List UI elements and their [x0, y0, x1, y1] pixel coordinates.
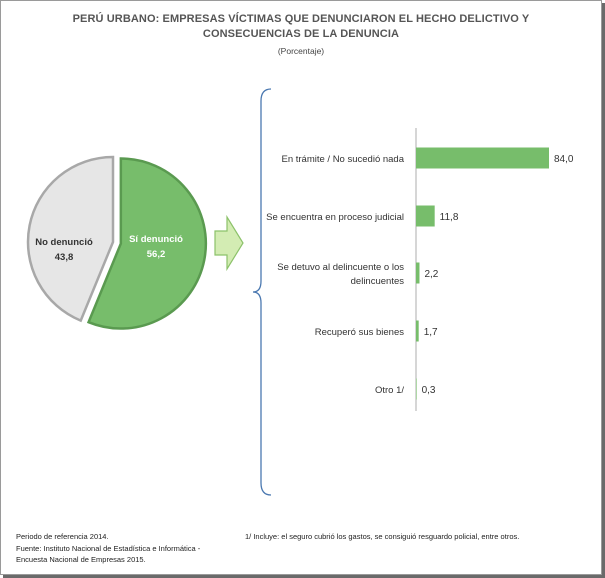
chart-title-line1: PERÚ URBANO: EMPRESAS VÍCTIMAS QUE DENUN… — [72, 13, 530, 25]
chart-canvas: Sí denunció 56,2 No denunció 43,8 84,0 En trá… — [26, 88, 574, 496]
footer-period: Periodo de referencia 2014. — [16, 532, 109, 541]
bar-value-4: 0,3 — [422, 385, 436, 396]
bracket-brace — [252, 88, 272, 496]
bar-category-2-line-1: delincuentes — [351, 276, 405, 287]
bar-value-3: 1,7 — [424, 327, 438, 338]
bar-value-0: 84,0 — [554, 154, 574, 165]
bar-4 — [416, 378, 417, 400]
pie-value-si: 56,2 — [147, 249, 166, 260]
chart-subtitle: (Porcentaje) — [277, 46, 325, 56]
bar-category-4-line-0: Otro 1/ — [375, 385, 404, 396]
pie-label-no: No denunció — [35, 237, 93, 248]
footer-note: 1/ Incluye: el seguro cubrió los gastos,… — [245, 532, 520, 541]
bar-3 — [416, 320, 419, 342]
bar-2 — [416, 262, 420, 284]
bar-category-0-line-0: En trámite / No sucedió nada — [281, 154, 404, 165]
footer-source-line1: Fuente: Instituto Nacional de Estadístic… — [16, 544, 201, 553]
pie-label-si: Sí denunció — [129, 234, 183, 245]
bar-category-1-line-0: Se encuentra en proceso judicial — [266, 212, 404, 223]
bar-category-3-line-0: Recuperó sus bienes — [315, 327, 404, 338]
footer-source-line2: Encuesta Nacional de Empresas 2015. — [16, 555, 146, 564]
bar-0 — [416, 147, 549, 169]
pie-slice-si-denuncio — [86, 157, 208, 330]
bar-value-2: 2,2 — [424, 269, 438, 280]
pie-slice-no-denuncio — [26, 155, 115, 323]
arrow-icon — [214, 214, 244, 272]
bar-category-2-line-0: Se detuvo al delincuente o los — [277, 262, 404, 273]
chart-title-line2: CONSECUENCIAS DE LA DENUNCIA — [202, 28, 400, 40]
pie-value-no: 43,8 — [55, 252, 74, 263]
bar-1 — [416, 205, 435, 227]
bar-value-1: 11,8 — [440, 212, 459, 223]
